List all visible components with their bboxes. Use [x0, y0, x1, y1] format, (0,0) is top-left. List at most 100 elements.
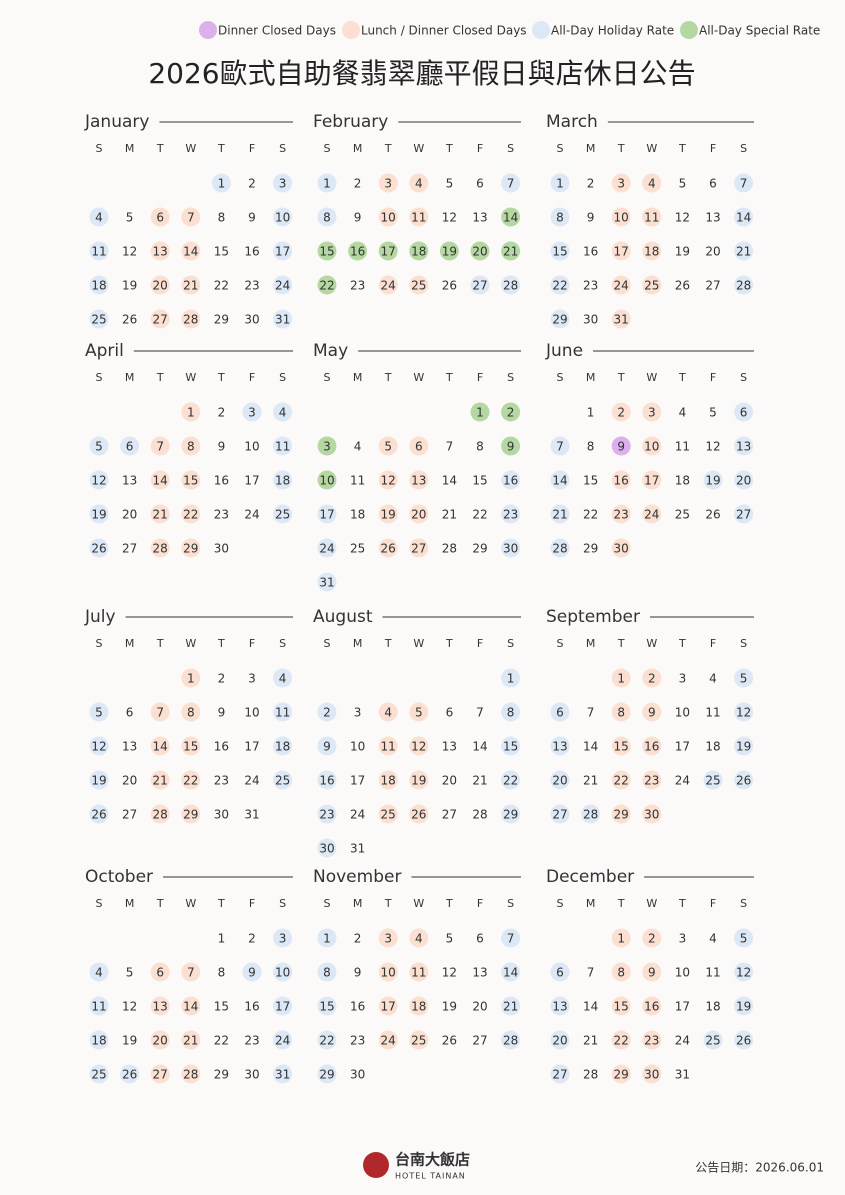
- day: 16: [583, 245, 598, 259]
- day: 20: [705, 245, 720, 259]
- day: 10: [244, 706, 259, 720]
- day: 15: [319, 1000, 334, 1014]
- day: 11: [91, 1000, 106, 1014]
- day: 9: [587, 211, 595, 225]
- weekday: S: [557, 637, 564, 650]
- day: 4: [679, 406, 687, 420]
- day: 14: [503, 211, 518, 225]
- day: 16: [614, 474, 629, 488]
- weekday: F: [477, 637, 483, 650]
- day: 4: [709, 672, 717, 686]
- day-highlight: [703, 770, 723, 790]
- day: 26: [675, 279, 690, 293]
- weekday: T: [217, 897, 225, 910]
- day-highlight: [317, 470, 337, 490]
- day-highlight: [470, 275, 490, 295]
- day-highlight: [611, 1064, 631, 1084]
- day-highlight: [348, 241, 368, 261]
- day-highlight: [89, 996, 109, 1016]
- day-highlight: [89, 538, 109, 558]
- day-highlight: [378, 804, 398, 824]
- day-highlight: [734, 928, 754, 948]
- day-highlight: [611, 173, 631, 193]
- day: 2: [248, 932, 256, 946]
- day: 27: [122, 542, 137, 556]
- day-highlight: [611, 241, 631, 261]
- day: 22: [319, 279, 334, 293]
- weekday: T: [617, 142, 625, 155]
- legend-label: Dinner Closed Days: [218, 24, 336, 38]
- day: 16: [244, 1000, 259, 1014]
- day: 28: [583, 808, 598, 822]
- day-highlight: [611, 962, 631, 982]
- day: 11: [275, 440, 290, 454]
- day-highlight: [501, 962, 521, 982]
- day: 6: [126, 440, 134, 454]
- legend-label: Lunch / Dinner Closed Days: [361, 24, 527, 38]
- weekday: T: [617, 371, 625, 384]
- announce-date: 公告日期：2026.06.01: [695, 1161, 824, 1175]
- day: 5: [446, 932, 454, 946]
- day: 9: [218, 440, 226, 454]
- weekday: S: [324, 142, 331, 155]
- day: 14: [583, 1000, 598, 1014]
- day: 25: [411, 279, 426, 293]
- day-highlight: [734, 702, 754, 722]
- weekday: F: [249, 142, 255, 155]
- day: 21: [442, 508, 457, 522]
- day: 13: [552, 1000, 567, 1014]
- weekday: W: [185, 637, 196, 650]
- day-highlight: [181, 309, 201, 329]
- day: 21: [552, 508, 567, 522]
- weekday: M: [586, 142, 596, 155]
- day-highlight: [611, 275, 631, 295]
- weekday: F: [710, 637, 716, 650]
- day: 4: [354, 440, 362, 454]
- day: 5: [415, 706, 423, 720]
- day: 10: [644, 440, 659, 454]
- day-highlight: [409, 702, 429, 722]
- day: 18: [411, 1000, 426, 1014]
- day-highlight: [611, 470, 631, 490]
- day-highlight: [378, 736, 398, 756]
- day-highlight: [181, 436, 201, 456]
- weekday: S: [96, 637, 103, 650]
- day: 16: [644, 1000, 659, 1014]
- month-name: November: [313, 867, 401, 887]
- day: 8: [218, 966, 226, 980]
- day-highlight: [734, 436, 754, 456]
- day: 27: [736, 508, 751, 522]
- weekday: T: [617, 637, 625, 650]
- day-highlight: [317, 770, 337, 790]
- day-highlight: [181, 736, 201, 756]
- day: 26: [442, 279, 457, 293]
- day-highlight: [501, 436, 521, 456]
- day: 30: [583, 313, 598, 327]
- legend-label: All-Day Holiday Rate: [551, 24, 674, 38]
- day-highlight: [611, 436, 631, 456]
- day: 22: [583, 508, 598, 522]
- day-highlight: [317, 702, 337, 722]
- day: 1: [587, 406, 595, 420]
- day: 24: [614, 279, 629, 293]
- day: 3: [323, 440, 331, 454]
- day-highlight: [89, 1064, 109, 1084]
- day: 16: [350, 1000, 365, 1014]
- logo-name: 台南大飯店: [395, 1151, 470, 1169]
- day-highlight: [273, 770, 293, 790]
- day-highlight: [501, 504, 521, 524]
- day: 11: [644, 211, 659, 225]
- day: 11: [275, 706, 290, 720]
- day: 17: [675, 740, 690, 754]
- day-highlight: [242, 402, 262, 422]
- day: 13: [122, 474, 137, 488]
- day: 28: [153, 808, 168, 822]
- day-highlight: [501, 470, 521, 490]
- day: 29: [552, 313, 567, 327]
- day: 19: [675, 245, 690, 259]
- day: 7: [187, 211, 195, 225]
- legend-dot: [342, 21, 360, 39]
- day: 20: [552, 1034, 567, 1048]
- day-highlight: [150, 309, 170, 329]
- day-highlight: [611, 996, 631, 1016]
